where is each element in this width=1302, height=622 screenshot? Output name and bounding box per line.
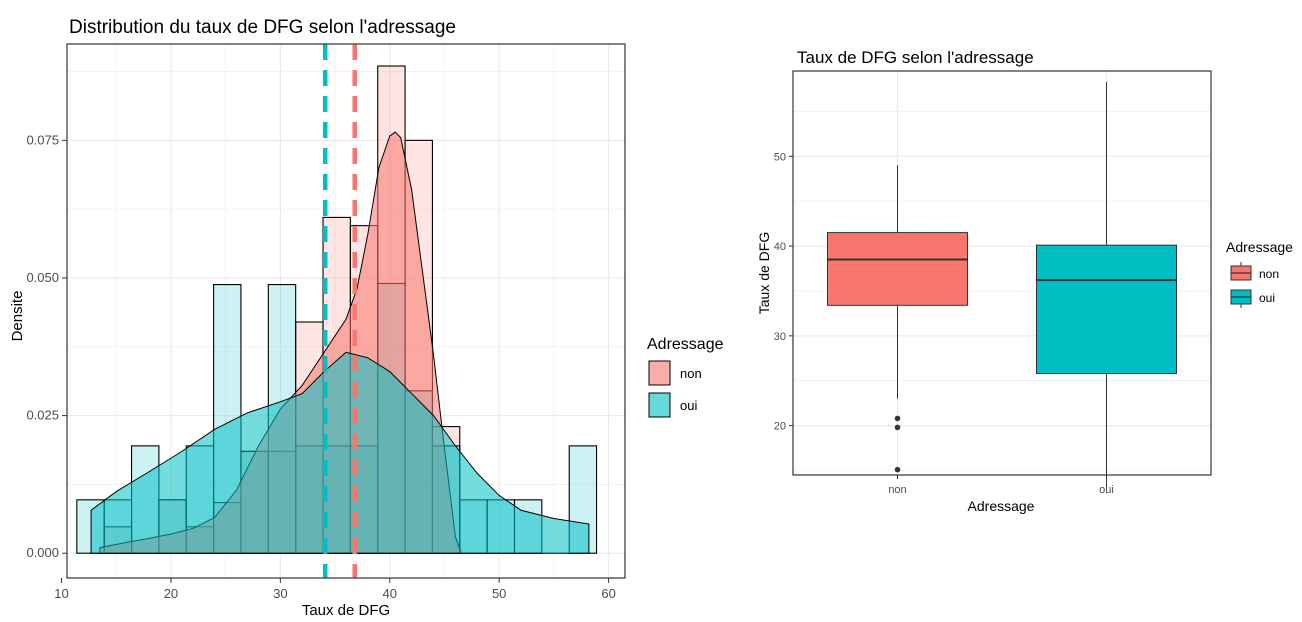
- box-panel-border: [792, 70, 1212, 476]
- box-y-tick-label: 30: [774, 331, 786, 343]
- hist-legend-title: Adressage: [647, 336, 724, 353]
- box-plot-area: 20 30 40 50 non oui: [774, 70, 1212, 496]
- hist-legend-label-oui: oui: [680, 398, 697, 413]
- box-legend-label-non: non: [1259, 267, 1279, 281]
- hist-title: Distribution du taux de DFG selon l'adre…: [69, 17, 456, 38]
- hist-x-tick-label: 30: [273, 586, 287, 601]
- hist-y-tick-label: 0.050: [26, 270, 59, 285]
- hist-panel-border: [66, 43, 626, 579]
- hist-x-tick-label: 60: [601, 586, 615, 601]
- hist-legend-key-oui: [648, 392, 671, 418]
- box-ylabel: Taux de DFG: [756, 232, 772, 314]
- hist-legend-label-non: non: [680, 366, 702, 381]
- box-oui: [1035, 244, 1178, 375]
- hist-x-tick-label: 50: [492, 586, 506, 601]
- box-x-tick-label: non: [888, 484, 906, 496]
- box-y-tick-label: 40: [774, 241, 786, 253]
- hist-x-tick-label: 40: [383, 586, 397, 601]
- hist-y-tick-label: 0.025: [26, 408, 59, 423]
- outlier-non: [894, 415, 901, 422]
- hist-xlabel: Taux de DFG: [302, 602, 390, 619]
- box-title: Taux de DFG selon l'adressage: [797, 48, 1034, 67]
- box-legend-label-oui: oui: [1259, 291, 1275, 305]
- density-oui: [90, 351, 590, 554]
- box-legend-key-oui: [1230, 289, 1252, 308]
- box-y-tick-label: 20: [774, 421, 786, 433]
- hist-ylabel: Densite: [9, 291, 26, 342]
- hist-x-tick-label: 20: [164, 586, 178, 601]
- hist-plot-area: 10 20 30 40 50 60 0.000 0.025 0.050 0.075: [26, 43, 626, 601]
- hist-x-tick-label: 10: [54, 586, 68, 601]
- box-legend-key-non: [1230, 262, 1252, 281]
- box-xlabel: Adressage: [968, 498, 1035, 514]
- hist-y-tick-label: 0.000: [26, 545, 59, 560]
- hist-legend-key-non: [648, 360, 671, 386]
- outlier-non: [894, 424, 901, 431]
- box-legend-title: Adressage: [1226, 239, 1293, 255]
- box-y-tick-label: 50: [774, 151, 786, 163]
- hist-y-tick-label: 0.075: [26, 132, 59, 147]
- outlier-non: [894, 466, 901, 473]
- box-non: [826, 232, 969, 306]
- box-x-tick-label: oui: [1099, 484, 1114, 496]
